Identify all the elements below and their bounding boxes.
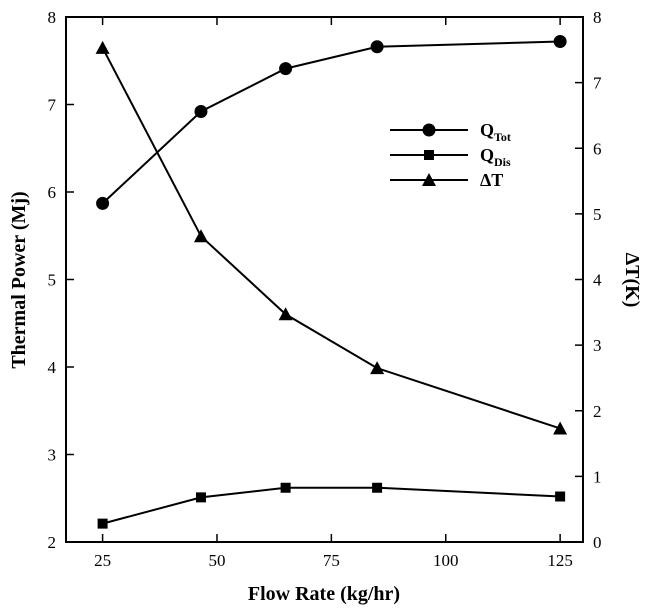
legend-label-main: ΔT bbox=[480, 170, 503, 190]
y-axis-title: Thermal Power (Mj) bbox=[8, 191, 30, 368]
legend-label-subscript: Tot bbox=[494, 130, 511, 144]
y2-tick-label: 8 bbox=[593, 8, 602, 27]
legend-marker-delta-t bbox=[422, 173, 436, 186]
data-point-q-tot bbox=[96, 196, 110, 210]
y-tick-label: 8 bbox=[48, 8, 57, 27]
legend-label-delta-t: ΔT bbox=[480, 170, 503, 190]
legend-label-main: Q bbox=[480, 120, 494, 140]
data-point-q-dis bbox=[97, 518, 108, 529]
data-point-q-tot bbox=[553, 35, 567, 48]
data-point-q-tot bbox=[370, 40, 384, 54]
x-tick-label: 25 bbox=[94, 551, 111, 570]
y-tick-label: 5 bbox=[48, 271, 57, 290]
y2-tick-label: 0 bbox=[593, 533, 602, 552]
y2-tick-label: 3 bbox=[593, 336, 602, 355]
y2-axis-title: ΔT(K) bbox=[621, 253, 643, 308]
legend-marker-q-dis bbox=[424, 150, 434, 160]
data-point-delta-t bbox=[95, 40, 110, 54]
x-tick-label: 50 bbox=[208, 551, 225, 570]
ticks: 25 50 75 100 125 2 3 4 5 6 7 8 0 1 2 3 4 5 6 7 8 bbox=[48, 8, 603, 570]
series-group bbox=[95, 35, 568, 529]
x-tick-label: 75 bbox=[323, 551, 340, 570]
y2-tick-label: 6 bbox=[593, 139, 602, 158]
x-tick-label: 125 bbox=[547, 551, 573, 570]
y-tick-label: 3 bbox=[48, 446, 57, 465]
y2-tick-label: 2 bbox=[593, 402, 602, 421]
legend-label-q-dis: QDis bbox=[480, 145, 511, 169]
data-point-delta-t bbox=[193, 229, 208, 243]
y2-tick-label: 7 bbox=[593, 74, 602, 93]
y-tick-label: 2 bbox=[48, 533, 57, 552]
y-tick-label: 4 bbox=[48, 358, 57, 377]
x-axis-title: Flow Rate (kg/hr) bbox=[248, 583, 400, 605]
data-point-delta-t bbox=[278, 307, 293, 321]
data-point-q-dis bbox=[372, 482, 383, 493]
y2-tick-label: 1 bbox=[593, 467, 602, 486]
data-point-q-dis bbox=[195, 492, 206, 503]
legend-label-q-tot: QTot bbox=[480, 120, 511, 144]
data-point-q-tot bbox=[279, 62, 293, 76]
legend-label-main: Q bbox=[480, 145, 494, 165]
y2-tick-label: 4 bbox=[593, 271, 602, 290]
legend-marker-q-tot bbox=[422, 123, 436, 137]
x-tick-label: 100 bbox=[433, 551, 459, 570]
y-tick-label: 7 bbox=[48, 96, 57, 115]
series-line-q-dis bbox=[102, 486, 561, 525]
data-point-delta-t bbox=[370, 361, 385, 375]
data-point-q-tot bbox=[194, 105, 208, 118]
data-point-q-dis bbox=[555, 491, 566, 502]
legend-label-subscript: Dis bbox=[494, 155, 511, 169]
y-tick-label: 6 bbox=[48, 183, 57, 202]
series-line-delta-t bbox=[101, 47, 561, 430]
data-point-q-dis bbox=[280, 482, 291, 493]
y2-tick-label: 5 bbox=[593, 205, 602, 224]
data-point-delta-t bbox=[553, 421, 568, 435]
plot-frame bbox=[65, 16, 584, 543]
